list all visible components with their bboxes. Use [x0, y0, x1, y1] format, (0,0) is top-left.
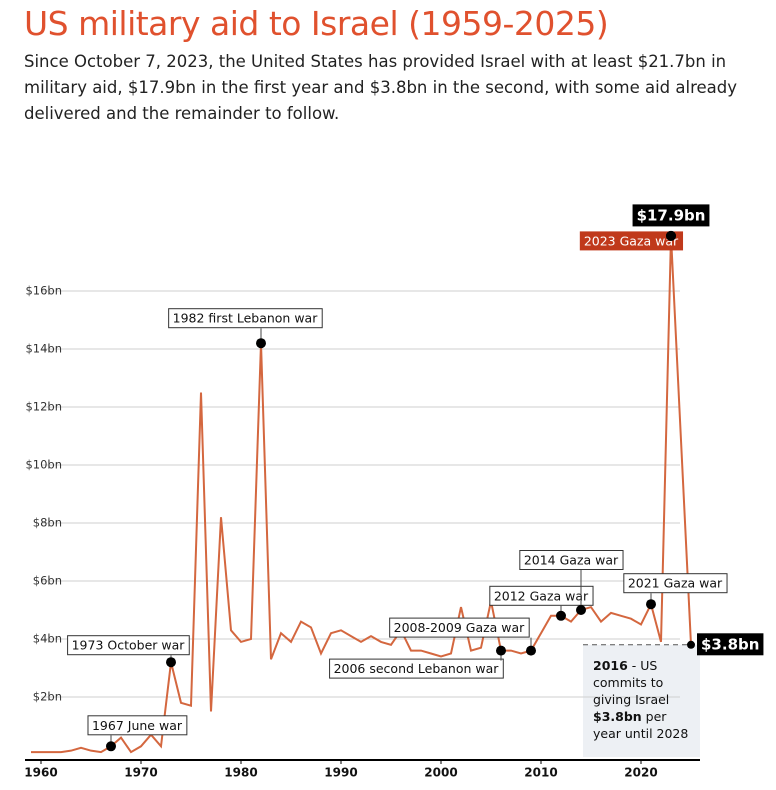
y-tick-label: $16bn — [25, 284, 62, 298]
y-tick-label: $14bn — [25, 342, 62, 356]
annotation-label: 2012 Gaza war — [494, 588, 589, 603]
y-tick-label: $10bn — [25, 458, 62, 472]
annotation-dot — [646, 599, 656, 610]
value-label: $17.9bn — [637, 206, 706, 224]
y-tick-label: $8bn — [33, 516, 62, 530]
x-tick-label: 2000 — [424, 766, 457, 780]
y-tick-label: $12bn — [25, 400, 62, 414]
note-text: - US commits to giving Israel — [593, 658, 670, 707]
annotation-label: 2021 Gaza war — [628, 576, 723, 591]
note-amount: $3.8bn — [593, 709, 642, 724]
y-tick-label: $4bn — [33, 632, 62, 646]
end-dot — [687, 640, 695, 649]
end-dot — [666, 230, 676, 241]
x-tick-label: 1970 — [124, 766, 157, 780]
note: 2016 - US commits to giving Israel $3.8b… — [593, 657, 697, 742]
note-box — [583, 644, 700, 757]
annotation-label: 1967 June war — [92, 718, 183, 733]
annotation-box — [623, 573, 728, 594]
annotation-label: 2023 Gaza war — [584, 233, 679, 248]
annotation-box — [329, 658, 504, 679]
y-tick-label: $2bn — [33, 690, 62, 704]
note-year: 2016 — [593, 658, 628, 673]
x-tick-label: 2010 — [524, 766, 557, 780]
value-label-box — [632, 204, 710, 227]
chart-subtitle: Since October 7, 2023, the United States… — [24, 52, 738, 123]
header: US military aid to Israel (1959-2025) Si… — [24, 0, 764, 127]
annotation-dot — [106, 741, 116, 752]
data-line — [31, 235, 692, 754]
annotation-dot — [556, 610, 566, 621]
annotation-label: 1973 October war — [72, 638, 186, 653]
annotation-label: 1982 first Lebanon war — [173, 311, 319, 326]
annotation-box — [389, 617, 530, 638]
annotation-label: 2014 Gaza war — [524, 553, 619, 568]
annotation-dot — [496, 645, 506, 656]
value-label: $3.8bn — [701, 635, 759, 653]
annotation-box — [87, 715, 188, 736]
annotation-dot — [166, 657, 176, 668]
annotation-label: 2006 second Lebanon war — [334, 661, 500, 676]
x-tick-label: 1980 — [224, 766, 257, 780]
annotation-box — [168, 308, 323, 329]
annotation-dot — [576, 605, 586, 615]
annotation-dot — [526, 645, 536, 656]
value-label-box — [697, 633, 764, 656]
x-tick-label: 2020 — [624, 766, 657, 780]
y-tick-label: $6bn — [33, 574, 62, 588]
chart-title: US military aid to Israel (1959-2025) — [24, 4, 609, 43]
annotation-box — [519, 550, 624, 570]
annotation-dot — [256, 338, 266, 349]
note-text: per year until 2028 — [593, 709, 689, 741]
annotation-box — [67, 635, 190, 656]
annotation-label: 2008-2009 Gaza war — [394, 620, 526, 635]
annotation-box — [489, 585, 594, 606]
x-tick-label: 1960 — [24, 766, 57, 780]
annotation-box — [579, 231, 684, 251]
x-tick-label: 1990 — [324, 766, 357, 780]
